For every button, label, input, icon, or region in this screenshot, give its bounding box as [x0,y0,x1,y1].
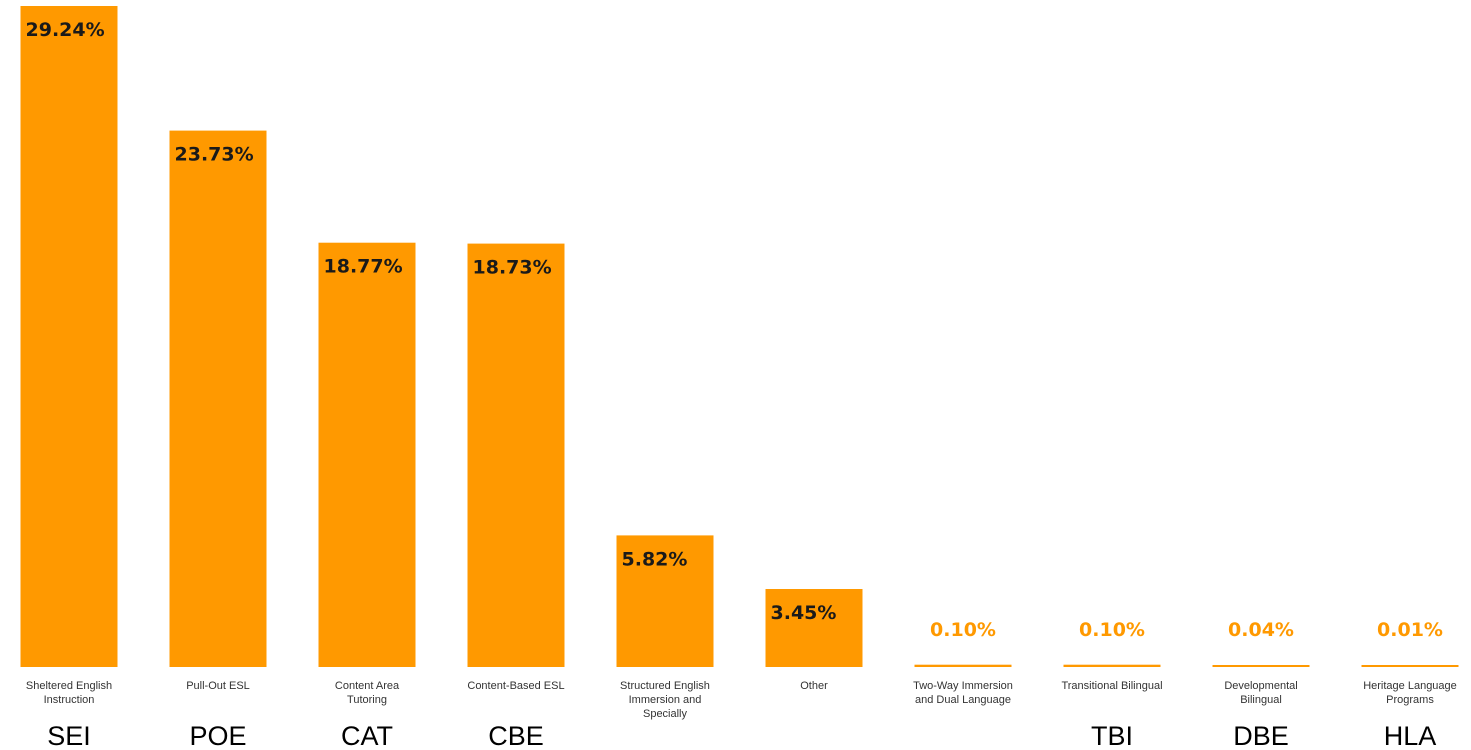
category-label-5: Other [800,680,828,692]
category-label-line: Specially [643,708,688,720]
data-label-0: 29.24% [26,19,105,41]
data-label-6: 0.10% [930,619,996,641]
data-label-1: 23.73% [175,144,254,166]
category-label-line: Heritage Language [1363,680,1457,692]
bar-1 [169,130,267,668]
abbreviation-label-3: CBE [488,721,544,750]
category-label-line: Transitional Bilingual [1061,680,1162,692]
category-label-line: Developmental [1224,680,1297,692]
category-label-line: Content Area [335,680,400,692]
bar-7 [1063,664,1161,667]
category-label-line: Sheltered English [26,680,112,692]
category-label-4: Structured English Immersion and Specially [620,680,710,720]
abbreviation-label-8: DBE [1233,721,1289,750]
data-label-2: 18.77% [324,256,403,278]
category-label-line: Other [800,680,828,692]
data-label-5: 3.45% [771,602,837,624]
data-label-8: 0.04% [1228,619,1294,641]
category-label-9: Heritage Language Programs [1363,680,1457,706]
category-label-8: Developmental Bilingual [1224,680,1297,706]
category-label-line: Content-Based ESL [467,680,564,692]
abbreviation-label-2: CAT [341,721,393,750]
bar-6 [914,664,1012,667]
bar-9 [1361,665,1459,667]
data-label-9: 0.01% [1377,619,1443,641]
category-label-line: Bilingual [1240,694,1282,706]
data-label-7: 0.10% [1079,619,1145,641]
category-label-line: Pull-Out ESL [186,680,250,692]
abbreviation-label-7: TBI [1091,721,1133,750]
category-label-0: Sheltered English Instruction [26,680,112,706]
bar-2 [318,242,416,667]
category-label-line: Programs [1386,694,1434,706]
bar-5 [765,589,863,667]
bar-3 [467,243,565,667]
bar-8 [1212,665,1310,667]
category-label-7: Transitional Bilingual [1061,680,1162,692]
category-label-line: Instruction [44,694,95,706]
category-label-2: Content Area Tutoring [335,680,400,706]
category-label-line: Tutoring [347,694,387,706]
abbreviation-label-9: HLA [1384,721,1437,750]
category-label-1: Pull-Out ESL [186,680,250,692]
bar-4 [616,535,714,667]
bar-0 [20,6,118,667]
category-label-line: and Dual Language [915,694,1011,706]
category-label-line: Structured English [620,680,710,692]
abbreviation-label-1: POE [189,721,246,750]
abbreviation-label-0: SEI [47,721,91,750]
category-label-line: Two-Way Immersion [913,680,1013,692]
data-label-3: 18.73% [473,257,552,279]
category-label-line: Immersion and [629,694,702,706]
category-label-6: Two-Way Immersion and Dual Language [913,680,1013,706]
category-label-3: Content-Based ESL [467,680,564,692]
data-label-4: 5.82% [622,548,688,570]
